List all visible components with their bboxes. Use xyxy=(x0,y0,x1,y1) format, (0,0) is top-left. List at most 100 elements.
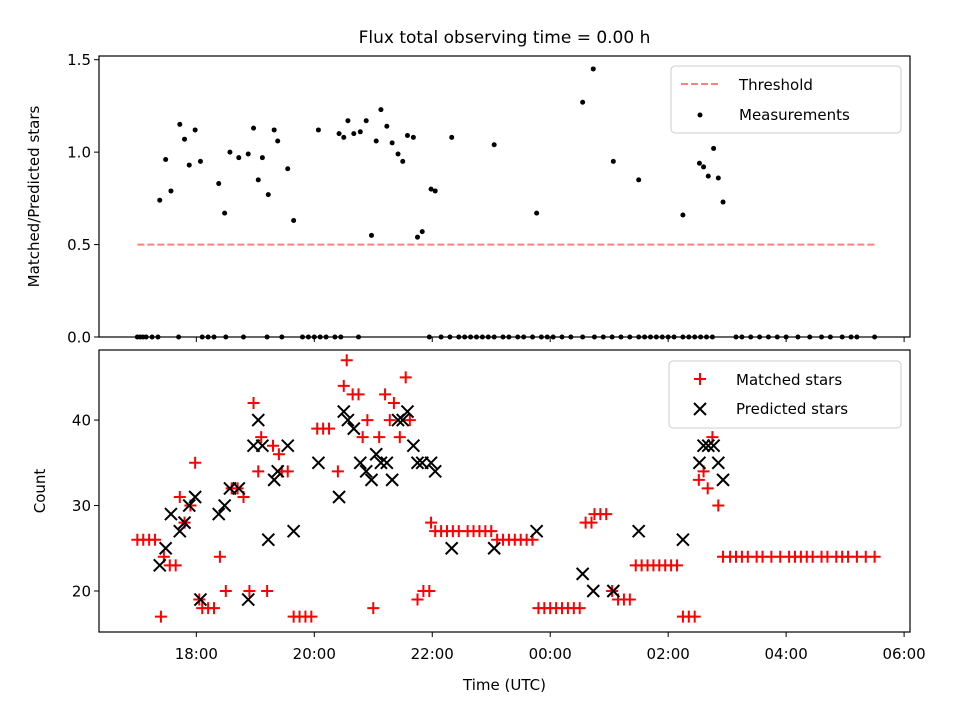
predicted-star-point xyxy=(374,456,388,470)
predicted-star-point xyxy=(706,439,721,453)
matched-star-point xyxy=(169,559,182,572)
measurement-point xyxy=(680,212,686,218)
count-y-ticks: 20 30 40 xyxy=(72,412,99,600)
count-y-tick-label: 40 xyxy=(72,412,91,430)
measurement-point xyxy=(404,132,410,138)
legend-predicted-label: Predicted stars xyxy=(736,400,848,418)
measurement-point xyxy=(336,131,342,137)
measurement-point xyxy=(157,197,163,203)
measurement-point xyxy=(216,181,222,187)
matched-star-point xyxy=(379,388,392,401)
matched-star-point xyxy=(247,396,260,409)
ratio-y-tick-label: 1.5 xyxy=(67,51,91,69)
measurement-point xyxy=(400,158,406,164)
matched-star-point xyxy=(671,559,684,572)
count-y-tick-label: 20 xyxy=(72,582,91,600)
predicted-star-point xyxy=(424,456,438,470)
measurement-point xyxy=(696,160,702,166)
measurement-point xyxy=(265,192,271,198)
measurement-point xyxy=(197,158,203,164)
ratio-plot-frame xyxy=(98,55,911,338)
predicted-star-point xyxy=(153,558,167,573)
predicted-star-point xyxy=(696,439,711,453)
measurement-point xyxy=(255,177,261,183)
predicted-star-point xyxy=(676,533,690,547)
matched-star-point xyxy=(688,610,701,623)
legend-threshold-label: Threshold xyxy=(738,76,813,94)
measurement-point xyxy=(419,229,425,235)
matched-star-point xyxy=(213,550,226,563)
predicted-star-point xyxy=(701,439,715,453)
x-axis-label: Time (UTC) xyxy=(462,676,546,694)
matched-star-point xyxy=(423,584,436,597)
measurement-point xyxy=(163,157,169,163)
matched-star-point xyxy=(243,584,256,597)
measurement-point xyxy=(341,134,347,140)
measurement-point xyxy=(701,164,707,170)
predicted-star-point xyxy=(188,490,202,504)
measurement-point xyxy=(259,155,265,161)
x-tick-label: 06:00 xyxy=(882,645,925,663)
matched-star-point xyxy=(219,584,232,597)
ratio-y-tick-label: 0.5 xyxy=(67,236,91,254)
x-tick-label: 02:00 xyxy=(647,645,690,663)
legend-measurements-swatch xyxy=(697,112,703,118)
matched-star-point xyxy=(305,610,318,623)
measurement-point xyxy=(236,155,242,161)
measurement-point xyxy=(345,118,351,124)
matched-star-point xyxy=(383,414,396,427)
measurement-point xyxy=(177,121,183,127)
predicted-star-point xyxy=(711,456,726,470)
chart-title: Flux total observing time = 0.00 h xyxy=(359,28,651,48)
measurement-point xyxy=(428,186,434,192)
x-tick-label: 22:00 xyxy=(411,645,454,663)
matched-star-point xyxy=(340,354,353,367)
measurement-point xyxy=(351,131,357,137)
measurement-point xyxy=(449,134,455,140)
predicted-star-point xyxy=(212,507,226,521)
predicted-star-point xyxy=(692,456,707,470)
matched-star-point xyxy=(149,533,162,546)
matched-star-point xyxy=(272,448,285,461)
measurement-point xyxy=(271,127,277,133)
predicted-star-point xyxy=(182,498,196,513)
matched-star-point xyxy=(623,593,636,606)
measurement-point xyxy=(222,210,228,216)
matched-star-point xyxy=(387,396,400,409)
predicted-star-point xyxy=(400,404,415,419)
count-plot-area xyxy=(131,354,881,623)
predicted-star-point xyxy=(261,533,275,547)
predicted-star-point xyxy=(341,413,355,427)
predicted-star-point xyxy=(311,456,326,470)
matched-star-point xyxy=(281,465,294,478)
legend-measurements-label: Measurements xyxy=(739,106,850,124)
matched-star-point xyxy=(361,414,374,427)
measurement-point xyxy=(373,138,379,144)
ratio-y-tick-label: 1.0 xyxy=(67,144,91,162)
matched-star-point xyxy=(399,371,412,384)
predicted-star-point xyxy=(271,464,285,479)
predicted-star-point xyxy=(281,439,295,453)
measurement-point xyxy=(610,158,616,164)
count-legend: Matched stars Predicted stars xyxy=(668,360,902,429)
measurement-point xyxy=(182,136,188,142)
measurement-point xyxy=(711,145,717,151)
predicted-star-point xyxy=(347,421,361,436)
measurement-point xyxy=(285,166,291,172)
predicted-star-point xyxy=(445,541,459,555)
measurement-point xyxy=(432,188,438,194)
x-tick-label: 18:00 xyxy=(175,645,218,663)
matched-star-point xyxy=(208,602,221,615)
measurement-point xyxy=(251,125,257,131)
matched-star-point xyxy=(692,473,705,486)
count-plot-frame xyxy=(98,349,911,633)
predicted-star-point xyxy=(359,464,373,479)
predicted-star-point xyxy=(251,413,265,427)
measurement-point xyxy=(368,232,374,238)
measurement-point xyxy=(363,118,369,124)
ratio-legend: Threshold Measurements xyxy=(670,65,902,134)
predicted-star-point xyxy=(286,524,301,538)
matched-star-point xyxy=(323,422,336,435)
ratio-plot-area xyxy=(134,66,878,340)
